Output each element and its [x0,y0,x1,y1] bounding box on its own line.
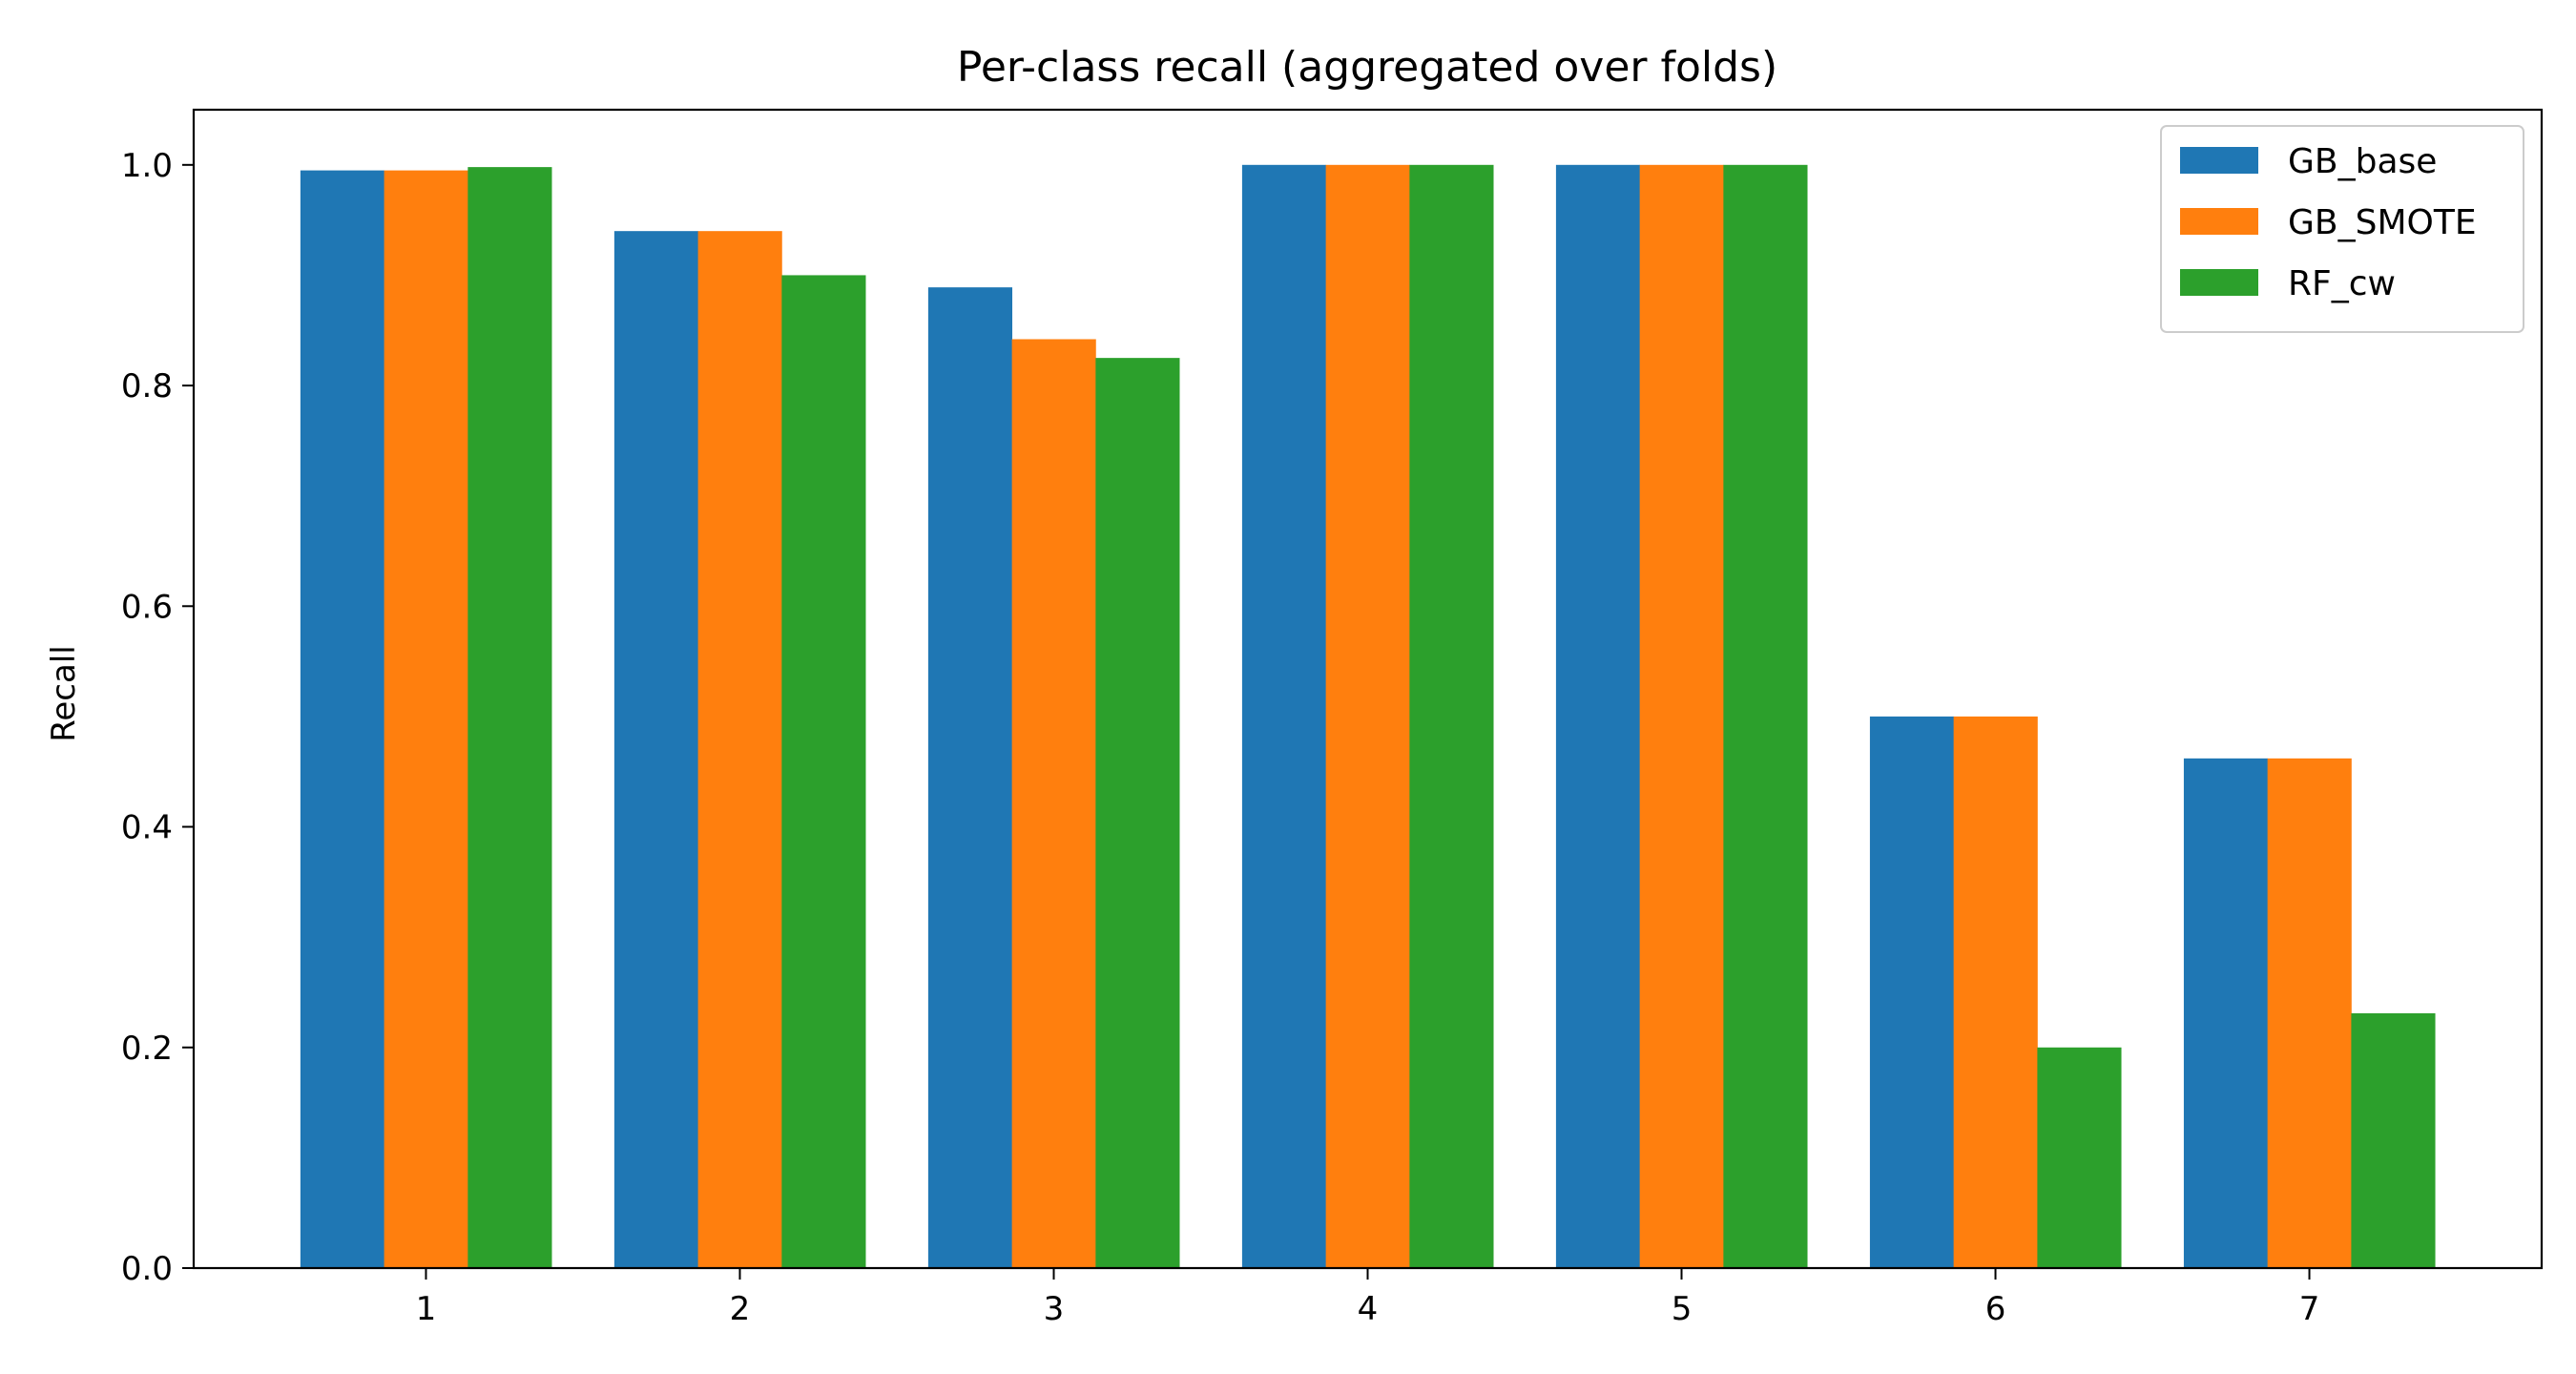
x-tick-label: 2 [730,1290,751,1328]
bar-RF_cw-class-2 [781,275,866,1269]
bar-GB_SMOTE-class-1 [384,170,468,1269]
x-tick-label: 1 [416,1290,437,1328]
x-tick-label: 3 [1044,1290,1065,1328]
bar-GB_SMOTE-class-2 [697,231,782,1269]
y-tick-label: 0.4 [121,809,173,847]
x-tick-label: 6 [1985,1290,2006,1328]
x-tick-label: 7 [2299,1290,2320,1328]
y-tick-label: 1.0 [121,147,173,185]
bar-GB_base-class-6 [1869,716,1955,1268]
bar-RF_cw-class-5 [1723,164,1808,1268]
legend-label-RF_cw: RF_cw [2288,264,2396,303]
legend-swatch-GB_SMOTE [2180,208,2258,235]
x-tick-label: 4 [1358,1290,1379,1328]
bar-GB_SMOTE-class-7 [2267,758,2352,1268]
bar-GB_SMOTE-class-3 [1011,339,1096,1268]
legend-swatch-RF_cw [2180,269,2258,296]
legend-label-GB_base: GB_base [2288,142,2437,181]
bar-GB_base-class-7 [2183,758,2269,1268]
bar-RF_cw-class-4 [1409,164,1494,1268]
bar-RF_cw-class-1 [467,167,552,1268]
y-tick-label: 0.8 [121,367,173,406]
bar-GB_base-class-4 [1241,164,1327,1268]
bar-RF_cw-class-3 [1095,358,1180,1268]
bar-GB_SMOTE-class-4 [1325,164,1410,1268]
chart-title: Per-class recall (aggregated over folds) [957,43,1777,92]
bars-layer [300,164,2436,1269]
bar-RF_cw-class-7 [2351,1012,2436,1268]
y-tick-label: 0.0 [121,1250,173,1288]
bar-GB_SMOTE-class-5 [1639,164,1724,1268]
legend-label-GB_SMOTE: GB_SMOTE [2288,203,2477,242]
y-tick-label: 0.6 [121,588,173,626]
bar-GB_base-class-5 [1555,164,1641,1268]
bar-GB_base-class-3 [927,287,1013,1268]
bar-GB_base-class-2 [613,231,699,1269]
bar-GB_base-class-1 [300,170,384,1269]
y-tick-label: 0.2 [121,1030,173,1068]
legend: GB_base GB_SMOTE RF_cw [2160,125,2524,333]
y-axis-label: Recall [45,645,83,741]
x-tick-label: 5 [1672,1290,1693,1328]
axes-layer: 0.0 0.2 0.4 0.6 0.8 1.0 1 2 3 4 5 6 7 [121,108,2544,1328]
bar-GB_SMOTE-class-6 [1953,716,2038,1268]
bar-RF_cw-class-6 [2037,1047,2122,1268]
legend-swatch-GB_base [2180,147,2258,174]
